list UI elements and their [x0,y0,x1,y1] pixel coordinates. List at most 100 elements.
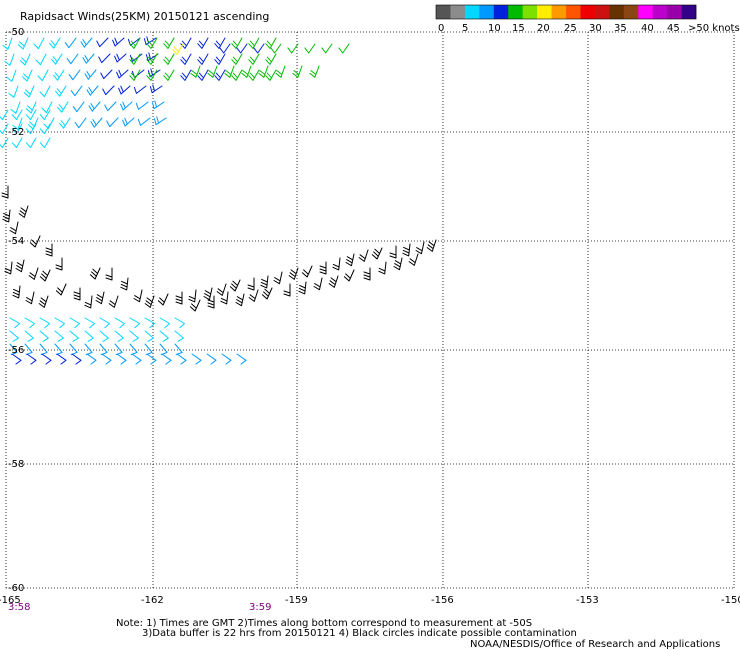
wind-barb [56,353,67,365]
wind-barb [161,353,172,365]
wind-barb [39,330,49,342]
wind-barb [116,353,127,365]
wind-barb [82,53,95,64]
wind-barb [174,343,183,356]
wind-barb [23,85,35,98]
legend-swatch [537,5,552,19]
wind-barb [114,53,127,63]
wind-barb [389,245,397,259]
wind-barb [313,277,323,291]
latitude-label: -58 [8,459,24,470]
wind-barb [54,330,64,342]
wind-barb [258,65,269,78]
wind-barb [102,85,115,96]
wind-barb [203,287,213,301]
longitude-label: -153 [576,595,599,606]
wind-barb [338,43,350,54]
wind-barb [231,53,243,65]
wind-barb [231,37,243,49]
wind-barb [174,317,185,329]
wind-barb [55,283,67,296]
wind-barb [129,53,141,65]
wind-barb [283,283,291,297]
wind-barb [133,85,147,94]
wind-barb [11,137,23,148]
wind-barb [131,353,142,365]
wind-barb [159,330,169,342]
wind-barb [53,69,65,81]
map-title: Rapidsact Winds(25KM) 20150121 ascending [20,10,269,23]
legend-label: 35 [614,23,627,34]
wind-barb [288,267,299,280]
legend-label: 0 [438,23,444,34]
wind-barb [137,117,151,126]
wind-barb [26,353,37,365]
wind-barb [358,249,369,262]
wind-barb [114,317,125,329]
wind-barb [248,53,260,65]
wind-barb [304,43,316,54]
wind-barb [180,37,192,49]
wind-barb [393,257,403,271]
wind-barb [114,330,124,342]
wind-barb [298,281,307,295]
wind-barb [108,295,119,308]
wind-barb [39,269,51,282]
footnotes: Note: 1) Times are GMT 2)Times along bot… [116,618,720,650]
wind-barb [247,277,255,291]
wind-barb [190,65,201,78]
graticule [5,31,735,589]
legend-swatch [594,5,610,19]
wind-barb [41,353,52,365]
legend-swatch [508,5,523,19]
wind-barb [35,53,47,66]
wind-barb [129,343,138,356]
wind-barb [236,43,248,54]
wind-barb [25,291,35,305]
wind-barb [144,330,154,342]
wind-barb [214,53,226,65]
wind-barb [72,101,85,113]
wind-barb [25,137,37,148]
wind-barb [25,109,37,120]
wind-barb [219,43,231,54]
wind-barb [69,330,79,342]
wind-barb [180,53,192,65]
legend-label: 5 [462,23,468,34]
wind-barb [144,343,153,356]
wind-barb [135,101,149,110]
note-line-1: Note: 1) Times are GMT 2)Times along bot… [116,618,532,629]
wind-barb [57,101,69,113]
wind-barb [229,279,241,292]
wind-barb [157,293,169,306]
latitude-label: -50 [8,27,24,38]
wind-barb [55,85,67,97]
wind-barb [39,85,51,98]
wind-barb [248,37,260,49]
wind-barb [39,123,51,134]
wind-barb [100,69,113,80]
wind-barb [189,299,201,312]
wind-barb [15,259,25,273]
wind-barb [270,43,282,54]
wind-barb [122,117,135,127]
wind-barb [104,101,117,112]
wind-barb [10,101,21,114]
wind-barb [206,353,217,365]
wind-barb [71,353,82,365]
wind-barb [197,53,209,65]
legend-swatch [450,5,466,19]
wind-barb [236,353,247,365]
wind-barb [146,53,158,65]
wind-barb [80,37,93,48]
latitude-label: -54 [8,236,24,247]
wind-barb [197,37,209,49]
wind-barb [24,317,35,329]
wind-barb [120,277,129,291]
wind-barb [90,117,103,128]
wind-barb [175,291,183,305]
wind-barb [18,205,29,218]
wind-barb [24,343,33,356]
wind-barb [106,117,119,128]
